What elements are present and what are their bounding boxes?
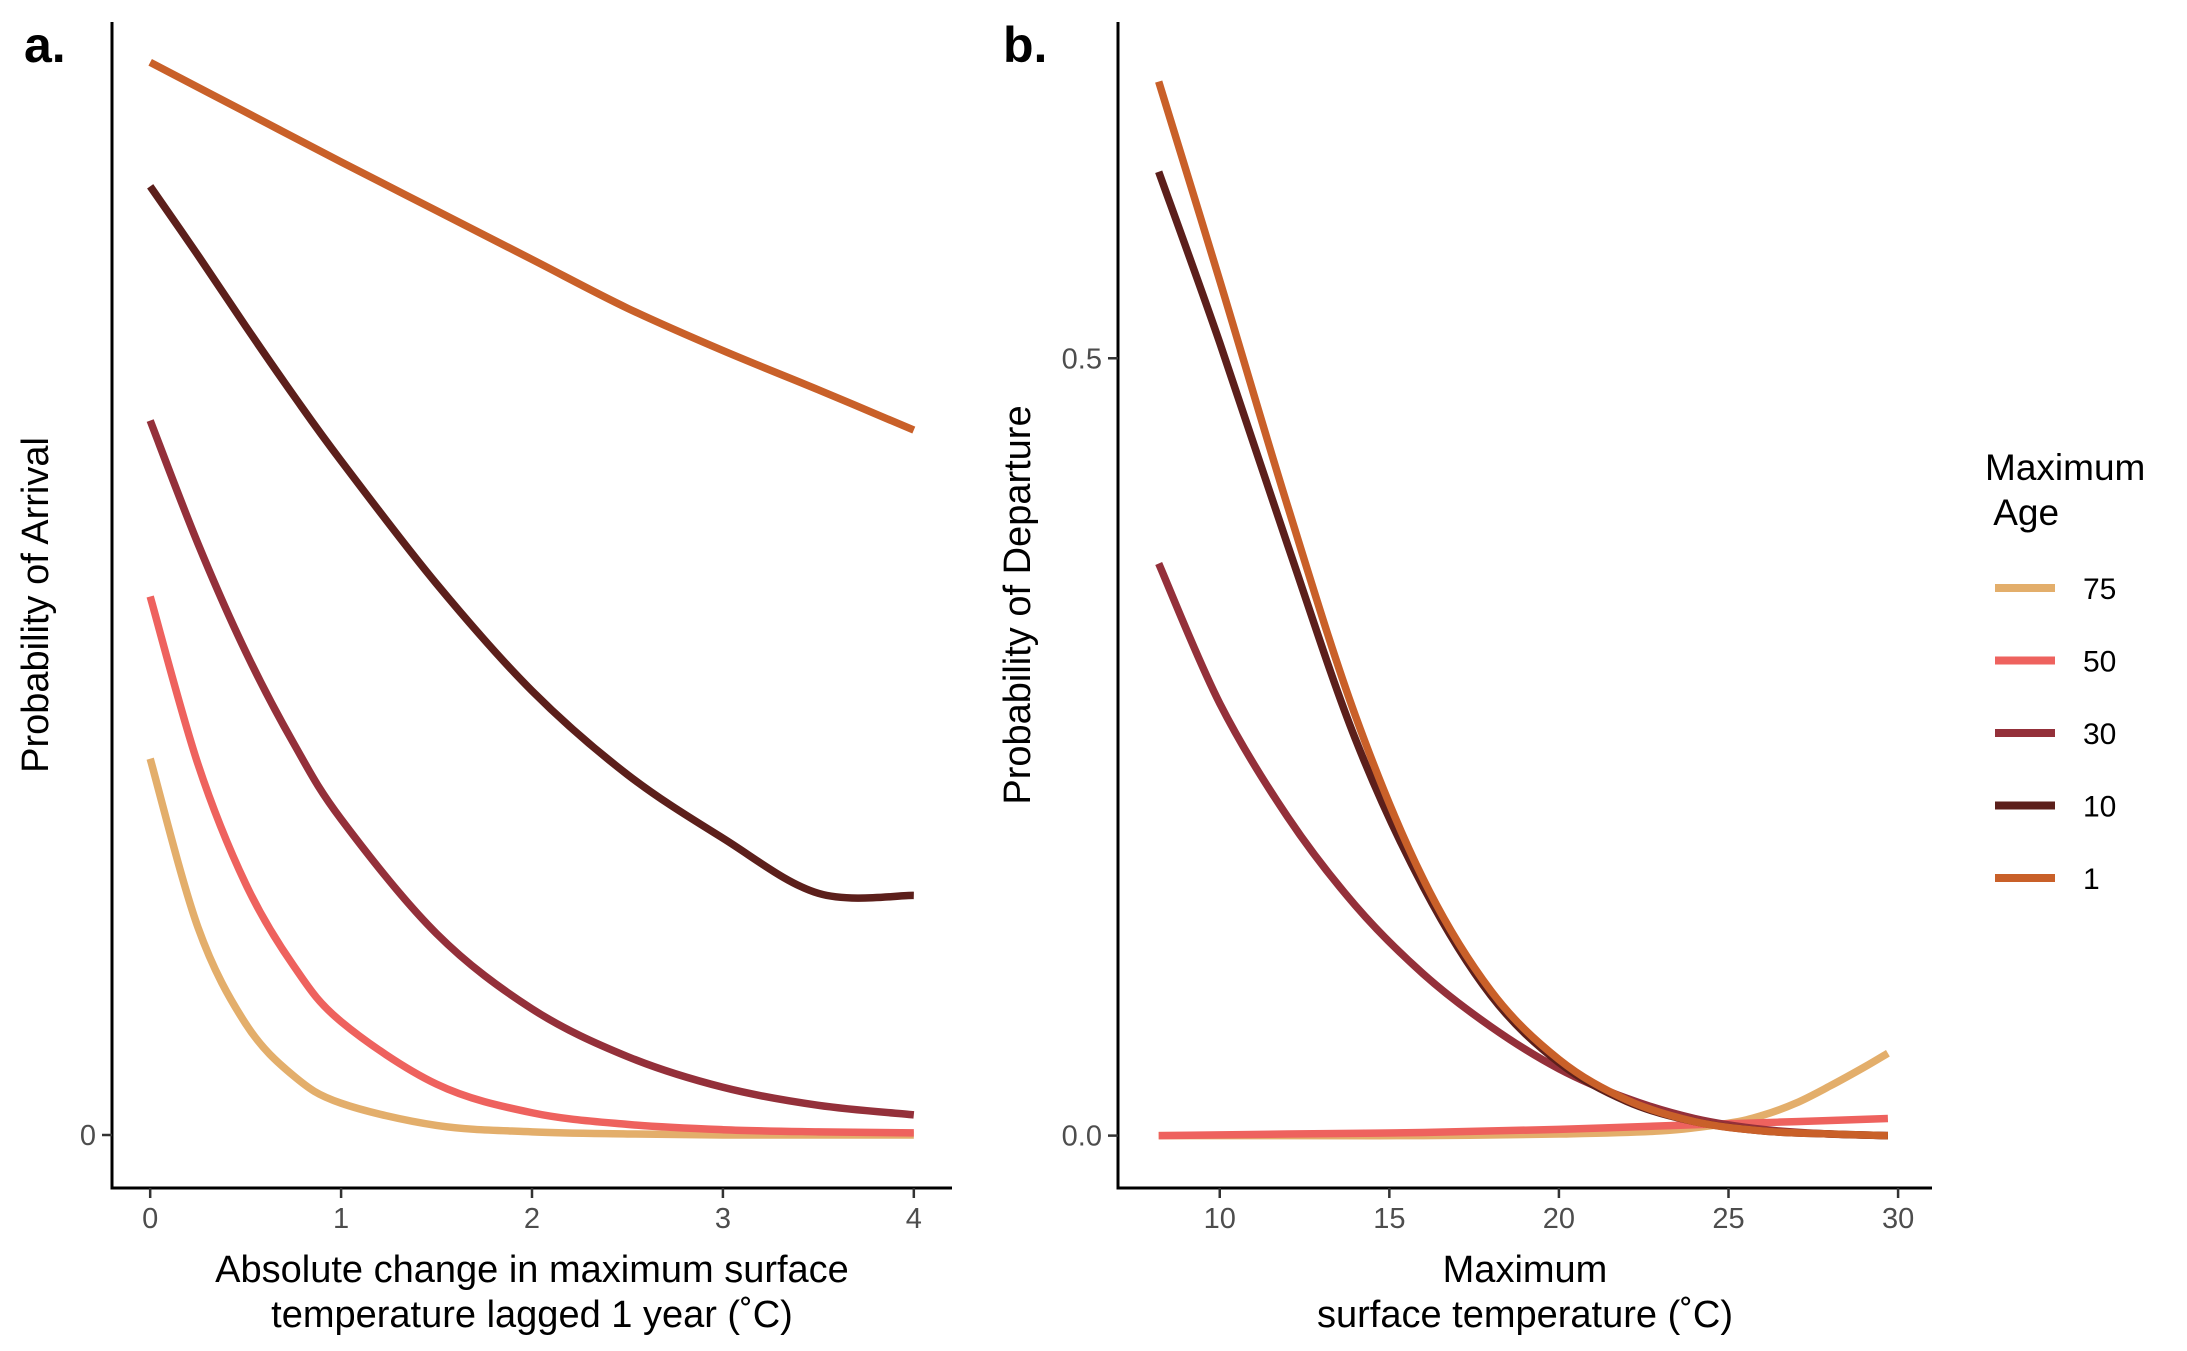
- panel-b-series-line-age-10: [1155, 170, 1889, 1140]
- panel-b-x-tick-label: 15: [1373, 1203, 1405, 1235]
- panel-b-x-tick-label: 20: [1543, 1203, 1575, 1235]
- panel-a-label: a.: [24, 17, 66, 73]
- panel-b-x-tick-label: 10: [1204, 1203, 1236, 1235]
- panel-a-series-line-age-50: [146, 595, 914, 1137]
- panel-a-series-line-age-1: [148, 58, 916, 434]
- legend-label-age-10: 10: [2083, 791, 2116, 824]
- panel-a-series-line-age-75: [146, 757, 914, 1139]
- panel-b-x-axis-title-line1: Maximum: [1443, 1249, 1608, 1291]
- legend-label-age-75: 75: [2083, 573, 2116, 606]
- legend-title-line2: Age: [1985, 492, 2059, 533]
- legend-title-line1: Maximum: [1985, 447, 2145, 488]
- legend-entries: 75 50 30 10 1: [1995, 573, 2116, 896]
- panel-a-x-tick-label: 3: [715, 1203, 731, 1235]
- panel-b-y-tick-label: 0.5: [1062, 343, 1102, 375]
- panel-b-x-axis-title-line2: surface temperature (˚C): [1317, 1294, 1733, 1336]
- legend-label-age-50: 50: [2083, 646, 2116, 679]
- panel-a-x-axis-title-line1: Absolute change in maximum surface: [215, 1249, 849, 1291]
- panel-a-x-tick-label: 4: [906, 1203, 922, 1235]
- panel-b-label: b.: [1003, 17, 1047, 73]
- panel-a-y-tick-label: 0: [80, 1120, 96, 1152]
- panel-a-x-tick-label: 2: [524, 1203, 540, 1235]
- panel-a-series-line-age-10: [147, 184, 914, 902]
- panel-a-x-tick-label: 0: [142, 1203, 158, 1235]
- legend: Maximum Age 75 50 30 10 1: [1985, 447, 2145, 896]
- panel-a-series-group: [146, 58, 916, 1139]
- panel-a-y-axis-title: Probability of Arrival: [15, 437, 57, 773]
- legend-label-age-1: 1: [2083, 863, 2100, 896]
- panel-b-y-axis-title: Probability of Departure: [997, 405, 1039, 804]
- panel-b-series-group: [1155, 80, 1890, 1140]
- panel-b-x-tick-label: 25: [1712, 1203, 1744, 1235]
- panel-b-x-tick-label: 30: [1882, 1203, 1914, 1235]
- panel-b-series-line-age-30: [1155, 561, 1889, 1140]
- panel-a-x-tick-label: 1: [333, 1203, 349, 1235]
- legend-label-age-30: 30: [2083, 718, 2116, 751]
- panel-b-series-line-age-1: [1155, 80, 1889, 1140]
- panel-b-ticks: 10 15 20 25 30 0.0 0.5: [1062, 343, 1915, 1235]
- panel-b-y-tick-label: 0.0: [1062, 1121, 1102, 1153]
- panel-a: a. 0 1 2 3 4 0 Probability of Arrival Absolut…: [15, 17, 952, 1336]
- panel-a-ticks: 0 1 2 3 4 0: [80, 1120, 922, 1235]
- panel-a-x-axis-title-line2: temperature lagged 1 year (˚C): [271, 1294, 793, 1336]
- panel-b-series-line-age-50: [1158, 1114, 1889, 1140]
- panel-b: b. 10 15 20 25 30 0.0 0.5 Probability of Depar…: [997, 17, 1932, 1336]
- panel-a-series-line-age-30: [146, 419, 915, 1119]
